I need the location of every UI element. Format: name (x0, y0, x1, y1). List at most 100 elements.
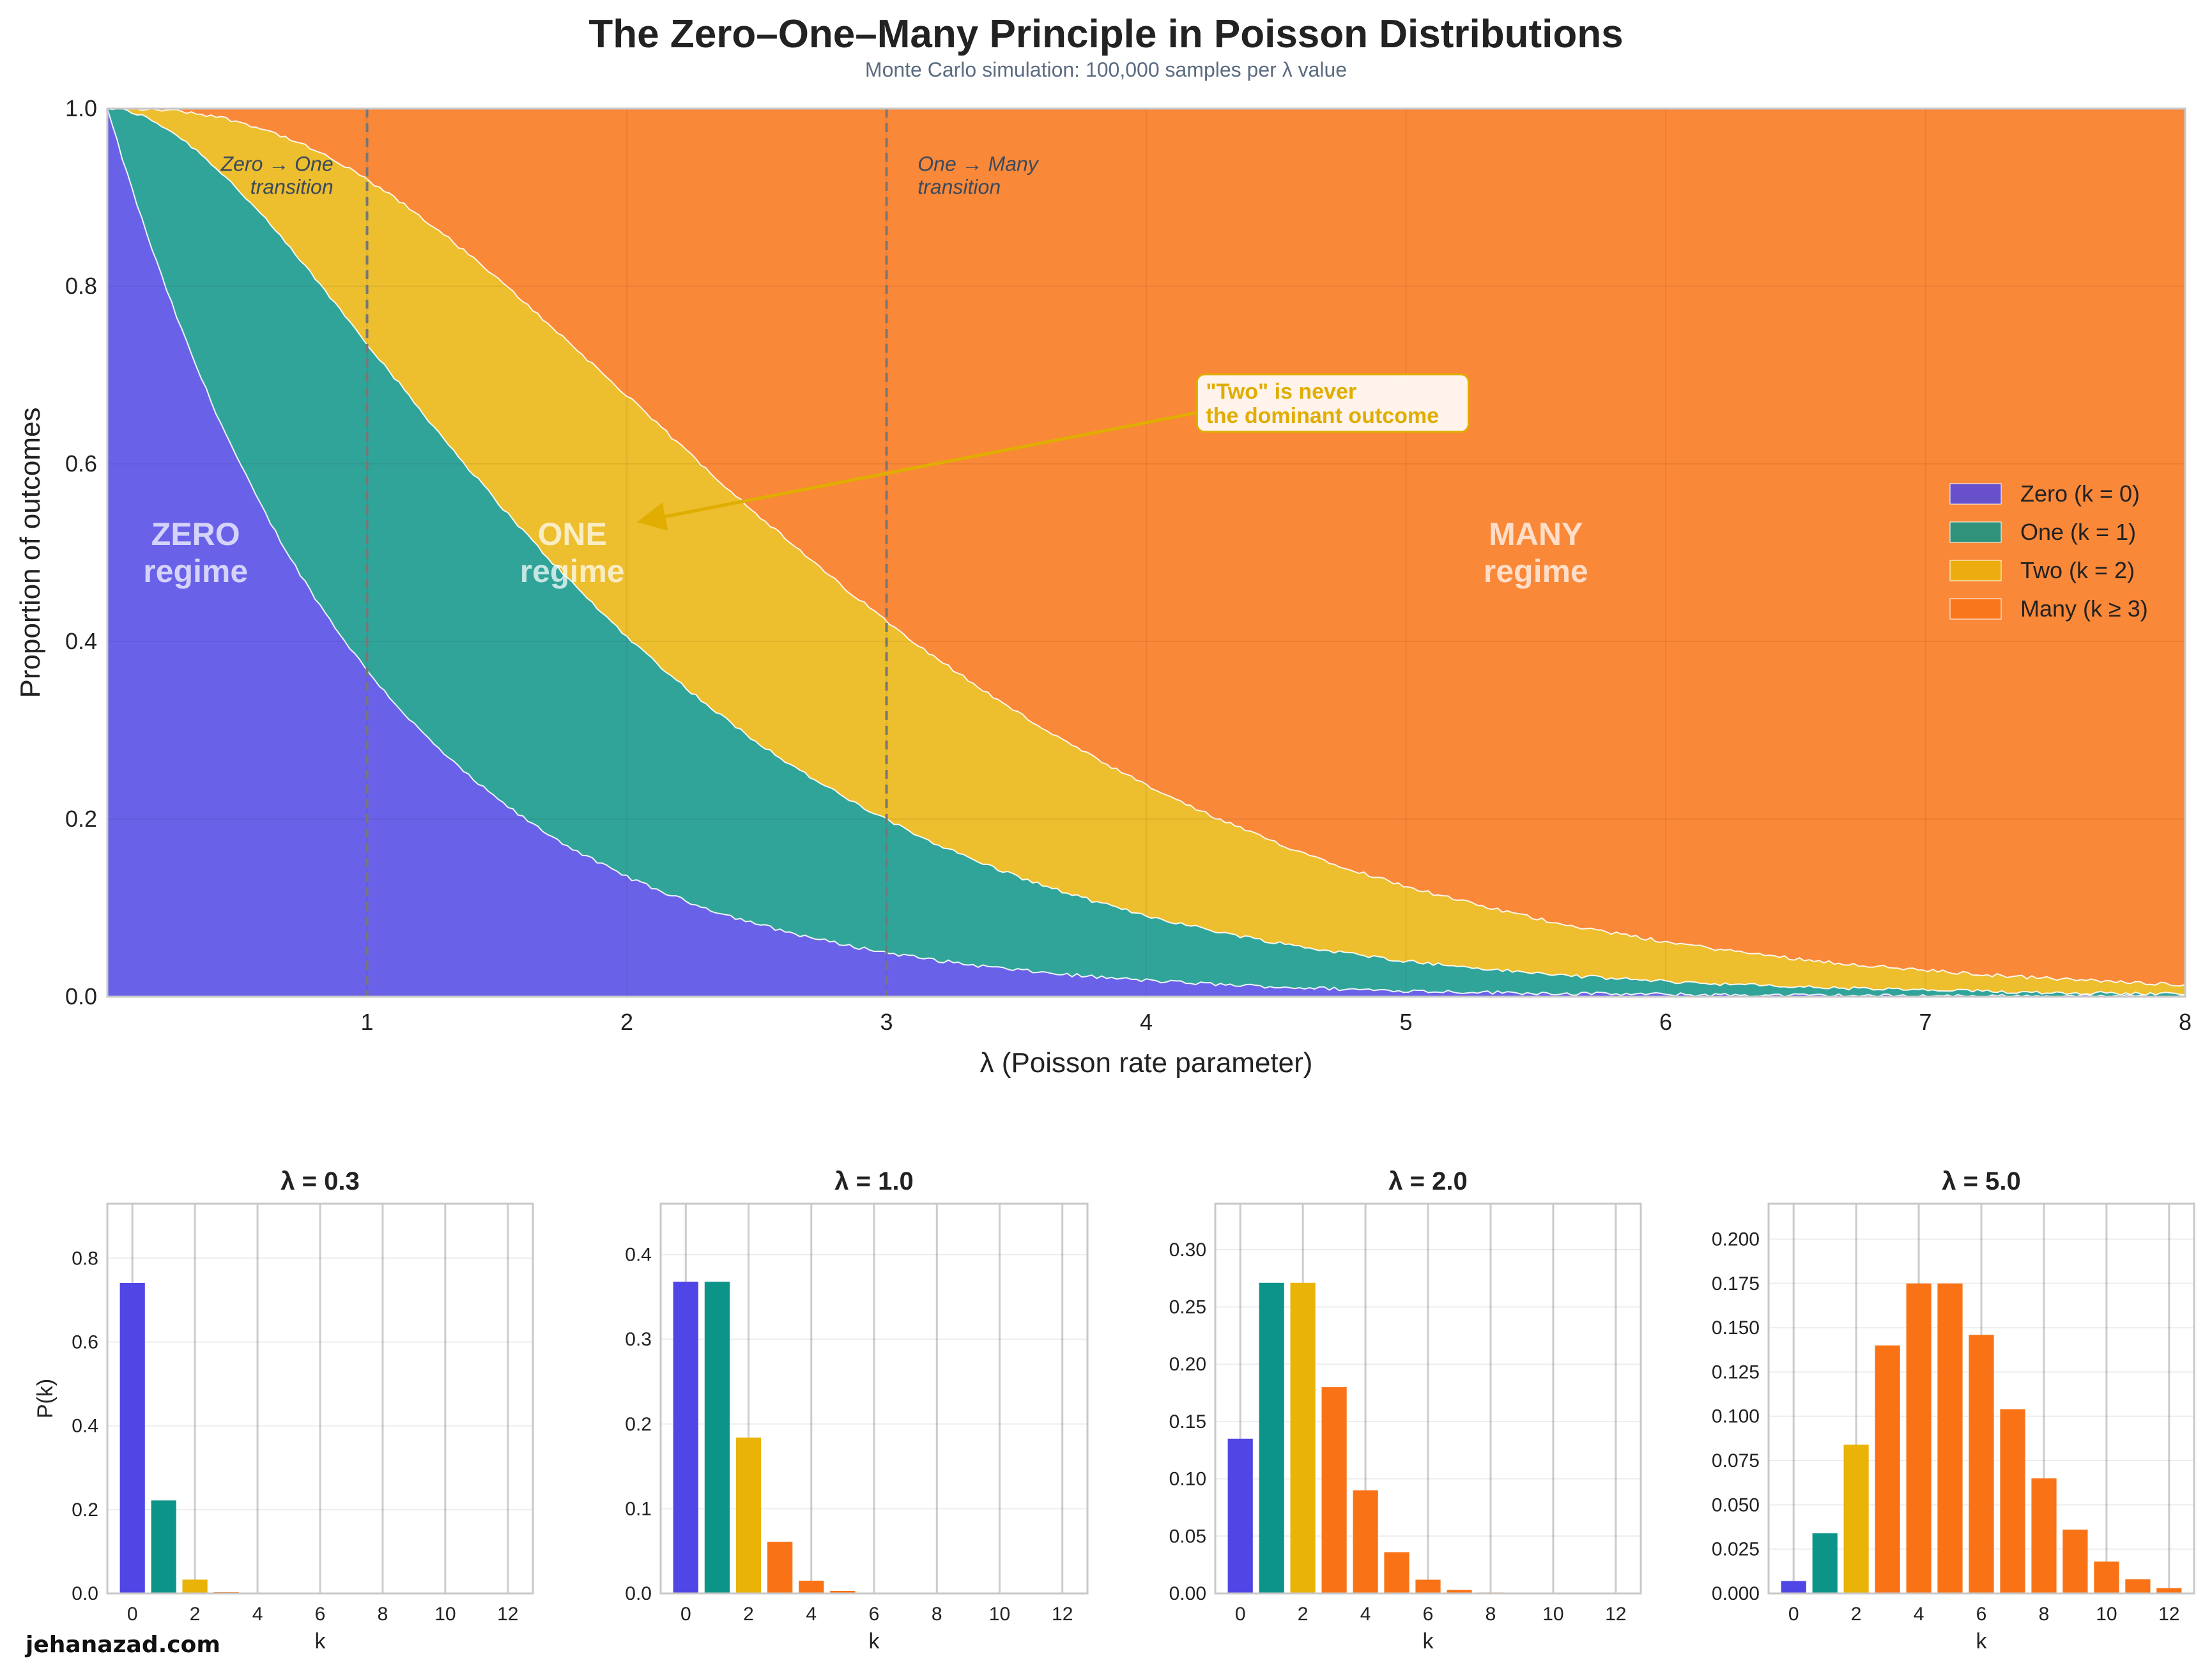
bar-k-2 (182, 1579, 208, 1593)
main-y-tick-label: 0.4 (65, 628, 97, 654)
bar-k-7 (1447, 1590, 1472, 1593)
main-x-tick-label: 1 (360, 1009, 373, 1035)
legend-swatch-3 (1949, 598, 2002, 620)
subplot-x-axis-label: k (1423, 1629, 1434, 1653)
subplot-1: 0 2 4 6 8 10 12 0.0 0.1 0.2 0.3 0.4 λ = 1.0 k (625, 1167, 1089, 1653)
area-many (107, 109, 2185, 986)
transition-label-0-1: transition (250, 175, 334, 198)
subplot-y-tick-label: 0.0 (72, 1583, 98, 1604)
subplot-y-tick-label: 0.4 (625, 1245, 652, 1266)
subplot-y-tick-label: 0.2 (72, 1500, 98, 1521)
subplot-x-tick-label: 12 (1052, 1604, 1073, 1625)
bar-k-0 (1227, 1438, 1253, 1593)
regime-label-0-0: ZERO (151, 516, 240, 552)
subplot-x-tick-label: 4 (1360, 1604, 1371, 1625)
main-x-tick-label: 8 (2179, 1009, 2192, 1035)
main-x-ticks: 1 2 3 4 5 6 7 8 (360, 1009, 2192, 1035)
subplot-x-tick-label: 8 (378, 1604, 388, 1625)
subplot-y-tick-label: 0.125 (1712, 1362, 1760, 1383)
area-one (107, 109, 2185, 997)
annotation-line-2: the dominant outcome (1206, 404, 1439, 428)
subplot-x-tick-label: 4 (1914, 1604, 1924, 1625)
bar-k-1 (1259, 1282, 1284, 1593)
main-x-tick-label: 3 (880, 1009, 893, 1035)
area-boundary-0 (107, 108, 2186, 998)
subplot-y-tick-label: 0.2 (625, 1414, 652, 1435)
legend-swatch-2 (1949, 560, 2002, 581)
subplot-x-tick-label: 4 (806, 1604, 817, 1625)
figure-subtitle: Monte Carlo simulation: 100,000 samples … (865, 58, 1347, 81)
subplot-x-tick-label: 0 (1235, 1604, 1246, 1625)
bar-k-0 (119, 1283, 145, 1593)
subplot-x-tick-label: 12 (497, 1604, 518, 1625)
area-boundary-2 (107, 107, 2186, 987)
legend-swatch-0 (1949, 483, 2002, 505)
main-y-ticks: 0.0 0.2 0.4 0.6 0.8 1.0 (65, 95, 97, 1009)
regime-label-1-0: ONE (537, 516, 606, 552)
subplot-y-tick-label: 0.150 (1712, 1317, 1760, 1339)
area-two (107, 109, 2185, 995)
figure-title: The Zero–One–Many Principle in Poisson D… (588, 12, 1623, 56)
subplot-x-tick-label: 0 (127, 1604, 138, 1625)
regime-label-2-0: MANY (1489, 516, 1583, 552)
subplot-x-tick-label: 10 (2096, 1604, 2117, 1625)
legend-label-0: Zero (k = 0) (2020, 480, 2140, 507)
two-never-dominant-annotation: "Two" is never the dominant outcome (636, 373, 1470, 531)
subplot-x-tick-label: 10 (434, 1604, 456, 1625)
subplot-x-tick-label: 0 (1788, 1604, 1799, 1625)
subplot-title: λ = 0.3 (280, 1167, 359, 1195)
subplot-x-tick-label: 4 (252, 1604, 263, 1625)
subplot-y-tick-label: 0.8 (72, 1248, 98, 1269)
main-x-tick-label: 7 (1919, 1009, 1932, 1035)
subplot-x-tick-label: 6 (1423, 1604, 1434, 1625)
subplot-x-tick-label: 8 (1486, 1604, 1496, 1625)
subplot-y-tick-label: 0.075 (1712, 1450, 1760, 1471)
subplot-x-axis-label: k (315, 1629, 326, 1653)
subplot-y-tick-label: 0.1 (625, 1498, 652, 1519)
subplot-x-axis-label: k (869, 1629, 880, 1653)
main-x-tick-label: 5 (1399, 1009, 1412, 1035)
subplot-y-tick-label: 0.050 (1712, 1494, 1760, 1515)
subplot-y-tick-label: 0.100 (1712, 1406, 1760, 1427)
subplot-frame (1214, 1202, 1642, 1595)
subplot-y-tick-label: 0.6 (72, 1331, 98, 1353)
subplot-y-tick-label: 0.30 (1169, 1239, 1206, 1261)
main-x-tick-label: 4 (1140, 1009, 1153, 1035)
subplot-x-tick-label: 2 (1851, 1604, 1862, 1625)
bar-k-5 (1384, 1552, 1409, 1593)
bar-k-9 (2062, 1530, 2088, 1593)
subplot-x-tick-label: 10 (1542, 1604, 1563, 1625)
main-y-tick-label: 0.2 (65, 806, 97, 832)
subplot-y-tick-label: 0.200 (1712, 1229, 1760, 1250)
bar-subplots: 0 2 4 6 8 10 12 0.0 0.2 0.4 0.6 0.8 λ = 0.3 k P(k) 0 2 4 6… (33, 1167, 2195, 1653)
main-chart: 1 2 3 4 5 6 7 8 0.0 0.2 0.4 0.6 0.8 1.0 λ (Poisson r… (15, 95, 2192, 1078)
bar-k-1 (1812, 1533, 1838, 1593)
area-boundary-1 (107, 107, 2186, 996)
bar-k-4 (799, 1581, 824, 1593)
bar-k-4 (1353, 1490, 1378, 1593)
subplot-frame (1767, 1202, 2195, 1595)
subplot-y-tick-label: 0.00 (1169, 1583, 1206, 1604)
legend-swatch-1 (1949, 521, 2002, 543)
bar-k-1 (151, 1500, 176, 1593)
bar-k-7 (2000, 1409, 2025, 1593)
subplot-y-tick-label: 0.3 (625, 1329, 652, 1350)
subplot-title: λ = 1.0 (834, 1167, 913, 1195)
regime-label-1-1: regime (520, 553, 625, 589)
subplot-title: λ = 2.0 (1388, 1167, 1467, 1195)
main-y-tick-label: 0.8 (65, 273, 97, 299)
legend-label-2: Two (k = 2) (2020, 557, 2135, 583)
bar-k-11 (2125, 1579, 2151, 1593)
bar-k-8 (2031, 1478, 2057, 1593)
subplot-x-axis-label: k (1976, 1629, 1988, 1653)
main-x-tick-label: 2 (620, 1009, 633, 1035)
main-plot-frame (106, 107, 2186, 998)
legend: Zero (k = 0) One (k = 1) Two (k = 2) Many (… (1949, 480, 2148, 622)
regime-label-2-1: regime (1484, 553, 1588, 589)
main-area-layers (107, 107, 2186, 998)
main-y-axis-label: Proportion of outcomes (15, 408, 46, 698)
bar-k-12 (2156, 1588, 2182, 1593)
bar-k-6 (1415, 1579, 1441, 1593)
subplot-x-tick-label: 6 (1976, 1604, 1987, 1625)
subplot-x-tick-label: 8 (932, 1604, 942, 1625)
